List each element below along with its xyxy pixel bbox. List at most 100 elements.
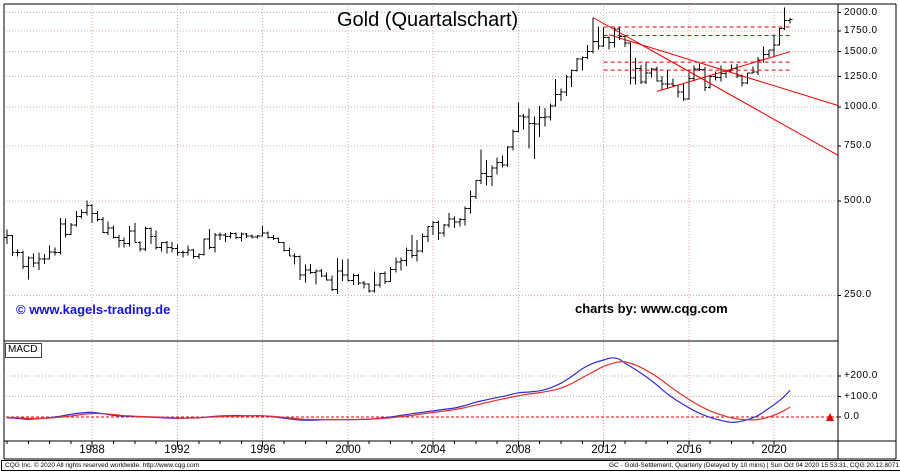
ohlc-bar (526, 108, 532, 149)
macd-tick-label: +200.0 (844, 370, 878, 381)
year-tick-label: 1992 (164, 444, 190, 456)
ohlc-bar (638, 65, 644, 85)
year-tick-label: 2000 (335, 444, 361, 456)
ohlc-bar (89, 203, 95, 224)
ohlc-bar (430, 220, 436, 235)
price-tick-label: 1500.0 (844, 46, 878, 57)
ohlc-bar (718, 65, 724, 82)
ohlc-bar (649, 67, 654, 78)
trendline (656, 51, 791, 92)
ohlc-bar (542, 108, 548, 127)
ohlc-bar (345, 259, 351, 282)
indicator-label: MACD (5, 343, 43, 358)
ohlc-bar (537, 105, 543, 137)
ohlc-bar (670, 78, 676, 87)
contract-info-text: GC - Gold-Settlement, Quarterly (Delayed… (608, 461, 899, 469)
ohlc-bar (318, 269, 324, 277)
ohlc-bar (510, 129, 516, 151)
ohlc-bar (563, 74, 569, 96)
ohlc-bar (244, 233, 250, 238)
price-tick-label: 750.0 (844, 140, 872, 151)
price-tick-label: 1000.0 (844, 101, 878, 112)
ohlc-bar (137, 241, 143, 252)
year-tick-label: 2008 (505, 444, 531, 456)
ohlc-bar (47, 245, 52, 260)
ohlc-bar (180, 250, 186, 258)
ohlc-bar (366, 283, 372, 293)
ohlc-bar (436, 220, 441, 241)
ohlc-bar (116, 234, 122, 248)
ohlc-bar (755, 57, 761, 75)
ohlc-bar (643, 61, 649, 85)
ohlc-bar (452, 216, 457, 229)
macd-arrow-marker (826, 413, 834, 421)
ohlc-bar (425, 225, 431, 242)
ohlc-bar (286, 247, 292, 257)
ohlc-bar (558, 88, 564, 101)
ohlc-bar (457, 217, 463, 227)
ohlc-bar (196, 253, 202, 260)
year-tick-label: 2020 (761, 444, 787, 456)
charts-by-credit: charts by: www.cqg.com (575, 301, 728, 316)
ohlc-bar (73, 210, 79, 227)
ohlc-bar (500, 155, 505, 168)
ohlc-bar (713, 71, 718, 81)
ohlc-bar (308, 263, 313, 275)
ohlc-bar (148, 227, 154, 244)
year-tick-label: 1996 (250, 444, 276, 456)
ohlc-bar (681, 83, 686, 101)
ohlc-bar (15, 249, 21, 257)
ohlc-bar (4, 229, 10, 244)
ohlc-bar (297, 255, 303, 280)
ohlc-bar (532, 116, 537, 160)
ohlc-bar (255, 234, 260, 239)
ohlc-bar (276, 237, 282, 244)
ohlc-bar (787, 17, 793, 24)
ohlc-bar (766, 49, 772, 57)
ohlc-bar (356, 274, 361, 285)
ohlc-bar (169, 242, 175, 253)
ohlc-bar (313, 269, 319, 285)
ohlc-bar (579, 56, 585, 71)
price-axis: 2000.0 1750.0 1500.0 1250.0 1000.0 750.0 500.0… (842, 0, 898, 460)
ohlc-bar (164, 240, 170, 254)
year-tick-label: 2016 (676, 444, 702, 456)
ohlc-bar (393, 257, 399, 273)
ohlc-bar (404, 247, 409, 267)
ohlc-bar (441, 224, 447, 237)
ohlc-bar (57, 217, 63, 255)
price-tick-label: 2000.0 (844, 7, 878, 18)
year-tick-label: 2004 (420, 444, 446, 456)
ohlc-bar (350, 273, 356, 285)
ohlc-bar (478, 149, 484, 184)
ohlc-bar (31, 253, 36, 267)
ohlc-bar (127, 225, 132, 247)
ohlc-bar (398, 257, 404, 271)
ohlc-bar (324, 272, 329, 281)
ohlc-bar (601, 27, 606, 47)
watermark-link[interactable]: © www.kagels-trading.de (16, 302, 171, 317)
status-bar: CQG Inc. © 2020 All rights reserved worl… (1, 460, 900, 471)
ohlc-bar (271, 234, 276, 240)
ohlc-bar (79, 209, 84, 219)
ohlc-bar (665, 70, 670, 89)
ohlc-bar (771, 34, 777, 57)
ohlc-bar (95, 210, 100, 222)
ohlc-bar (249, 234, 255, 239)
ohlc-bar (20, 250, 26, 270)
price-tick-label: 1750.0 (844, 25, 878, 36)
copyright-text: CQG Inc. © 2020 All rights reserved worl… (5, 461, 200, 469)
ohlc-bar (239, 232, 244, 242)
ohlc-bar (574, 58, 580, 72)
ohlc-bar (468, 190, 473, 214)
ohlc-bar (302, 264, 308, 283)
ohlc-bar (361, 280, 367, 289)
ohlc-bar (606, 36, 612, 50)
ohlc-bar (212, 233, 218, 253)
ohlc-bar (9, 234, 15, 256)
ohlc-bar (659, 75, 665, 91)
ohlc-bar (691, 65, 697, 82)
ohlc-bar (233, 232, 239, 240)
ohlc-bar (548, 103, 553, 121)
